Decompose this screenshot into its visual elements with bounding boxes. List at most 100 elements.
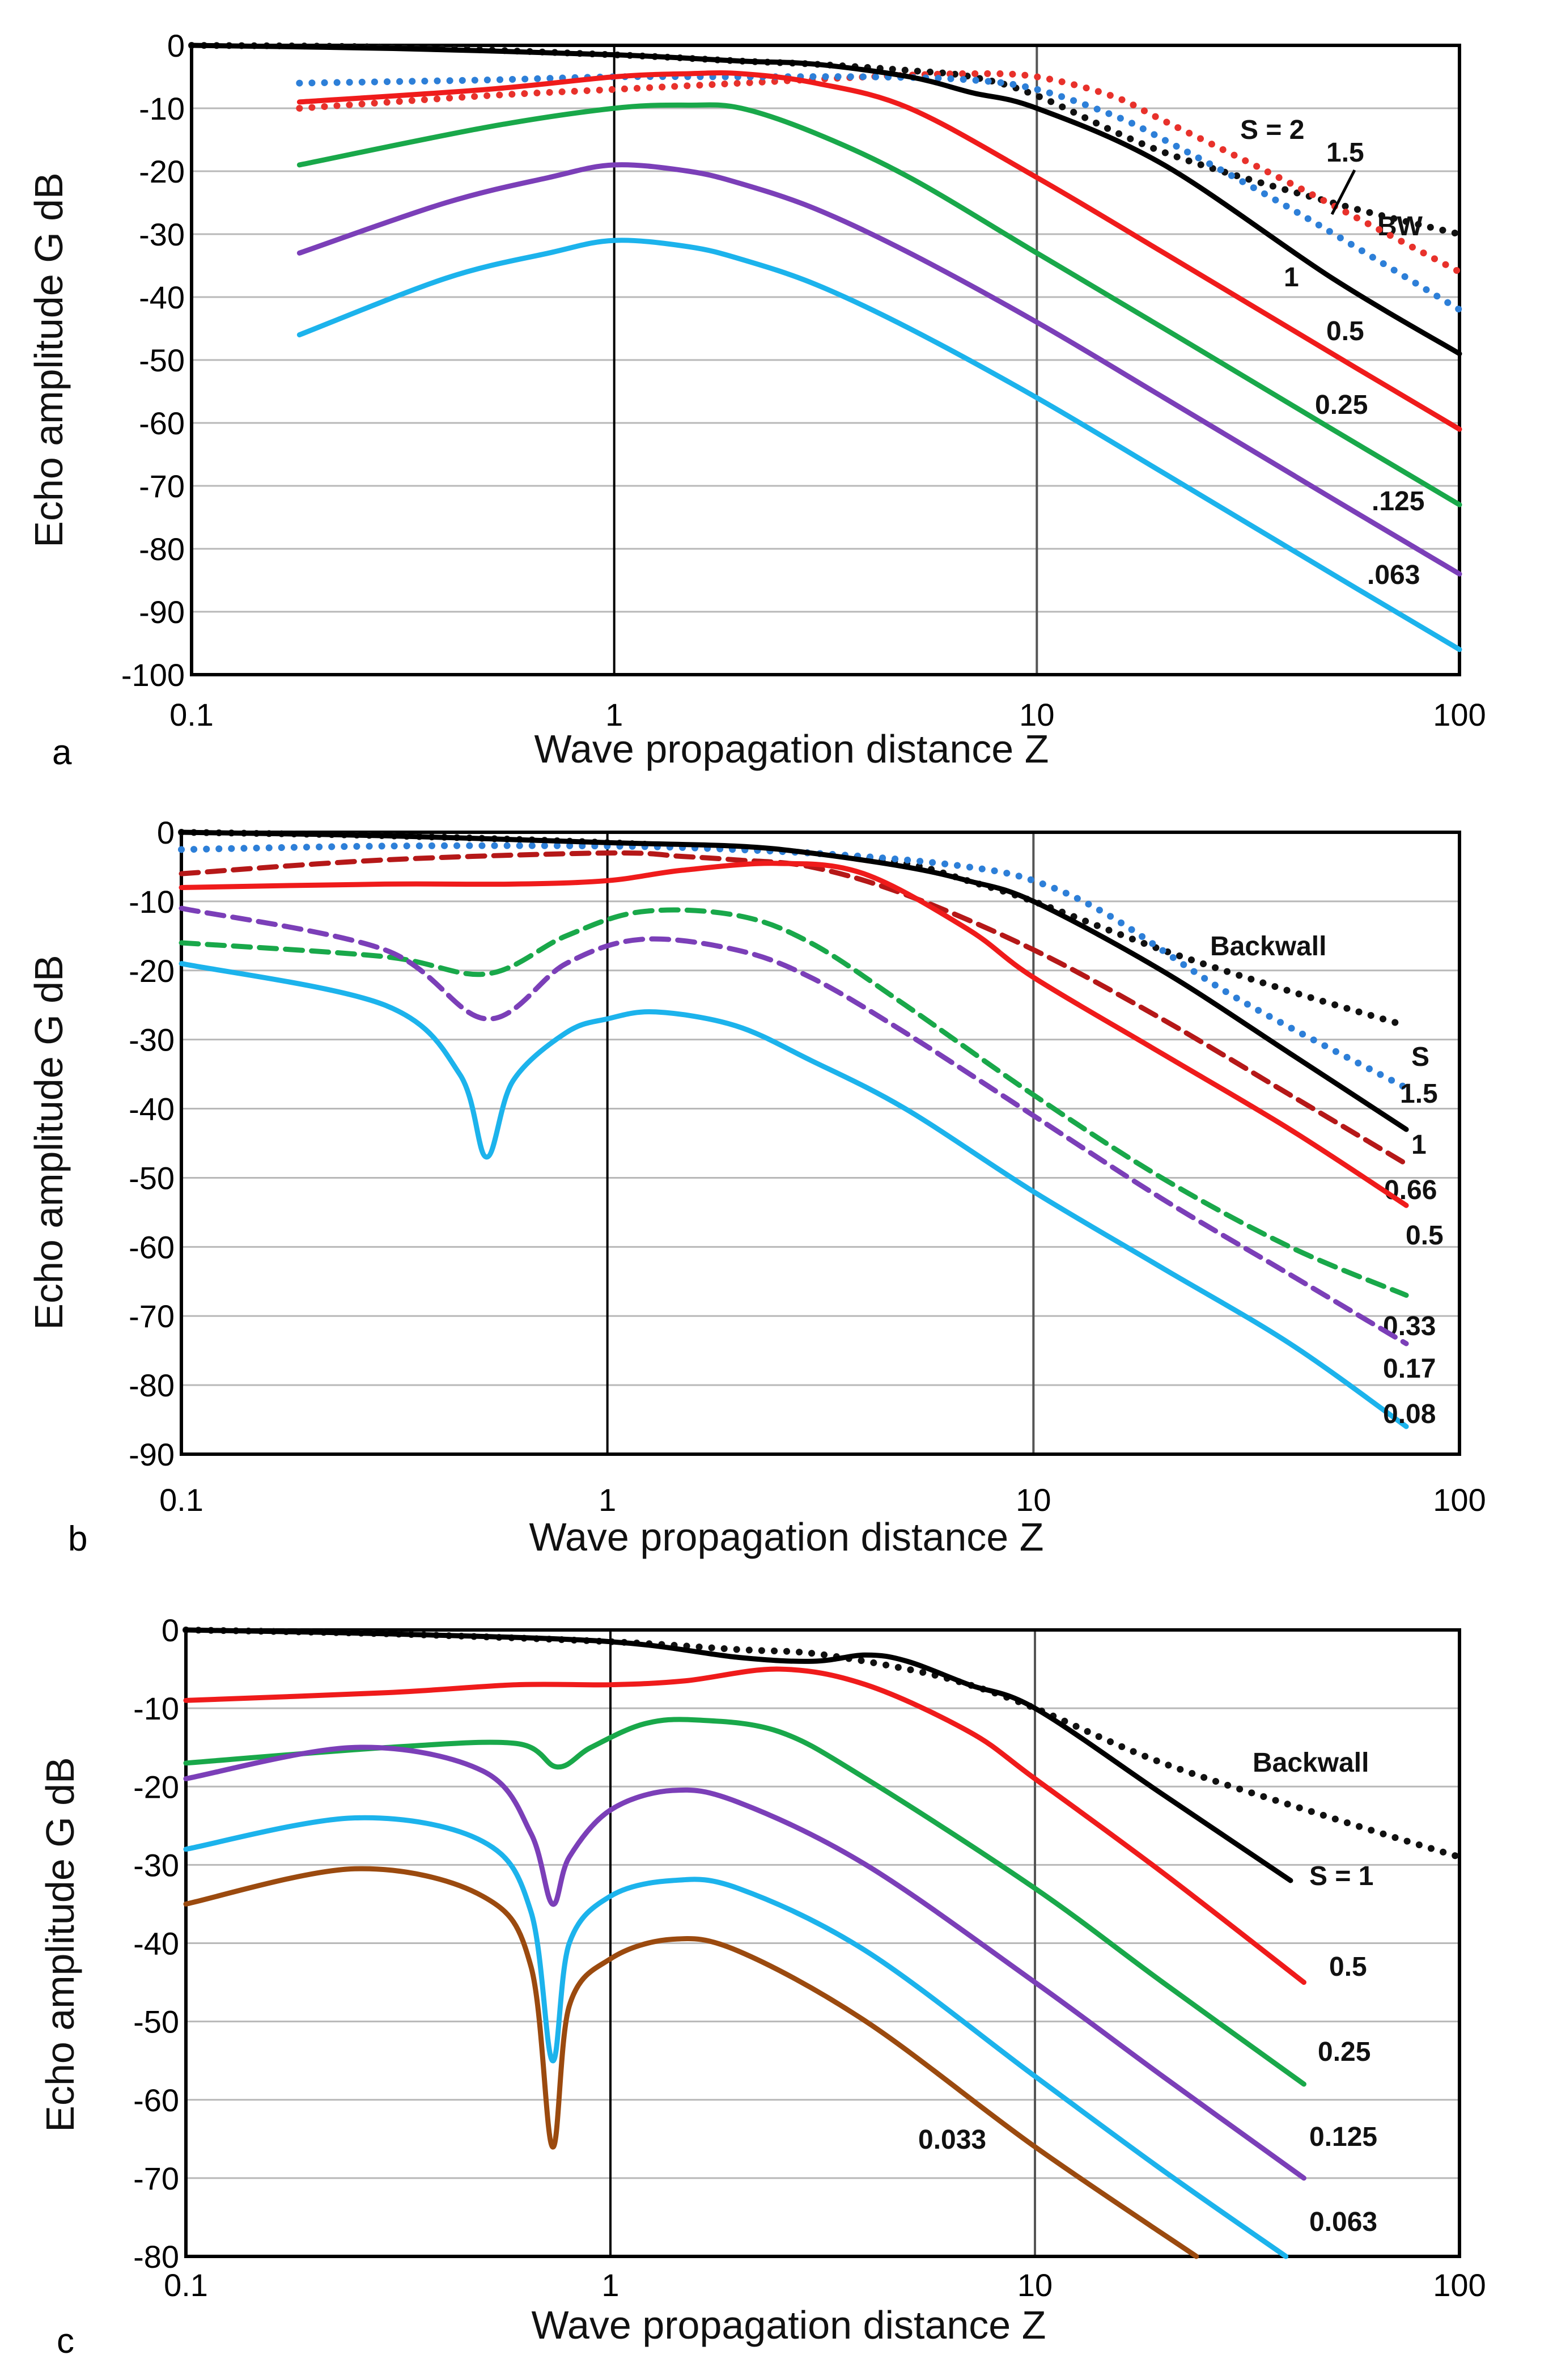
y-tick-label: -50 (129, 1160, 175, 1196)
y-tick-label: -100 (121, 657, 185, 693)
y-tick-label: -80 (133, 2239, 179, 2275)
series-label: Backwall (1253, 1748, 1369, 1778)
y-tick-label: -30 (129, 1022, 175, 1058)
series-title: S (1411, 1042, 1429, 1072)
series-label: 0.5 (1326, 316, 1364, 346)
x-tick-label: 1 (599, 1482, 616, 1518)
y-tick-label: -40 (139, 279, 185, 315)
y-tick-label: -60 (139, 405, 185, 441)
series-line-0-033 (183, 1866, 1199, 2259)
plot-frame (184, 1628, 1461, 2258)
series-line-0-66 (179, 850, 1409, 1167)
y-tick-label: -50 (139, 342, 185, 378)
series-line-0-08 (179, 961, 1409, 1429)
series-line--125 (296, 162, 1462, 577)
series-label: Backwall (1210, 931, 1326, 962)
series-line-S-1 (183, 1627, 1293, 1883)
x-tick-label: 10 (1019, 697, 1054, 732)
x-axis-label: Wave propagation distance Z (532, 2303, 1046, 2347)
y-axis-label: Echo amplitude G dB (38, 1757, 82, 2132)
y-tick-label: -70 (133, 2161, 179, 2196)
y-tick-label: -50 (133, 2004, 179, 2040)
y-tick-label: -80 (139, 531, 185, 567)
series-label: 0.17 (1383, 1354, 1436, 1384)
y-tick-label: -40 (133, 1926, 179, 1962)
y-tick-label: -10 (133, 1691, 179, 1726)
series-label: 0.66 (1384, 1175, 1437, 1205)
series-label: 0.063 (1309, 2207, 1377, 2237)
x-axis-label: Wave propagation distance Z (529, 1515, 1044, 1559)
series-label: .063 (1367, 560, 1420, 590)
y-tick-label: -40 (129, 1091, 175, 1127)
plot-frame (190, 44, 1461, 676)
x-tick-label: 0.1 (164, 2267, 208, 2303)
series-label: .125 (1372, 486, 1424, 516)
y-tick-label: -30 (133, 1847, 179, 1883)
x-tick-label: 100 (1433, 1482, 1486, 1518)
series-line-1-5 (296, 73, 1463, 314)
y-tick-label: -60 (129, 1229, 175, 1265)
series-label: 1 (1284, 262, 1299, 293)
series-label: 1.5 (1326, 138, 1364, 168)
series-label: BW (1377, 211, 1423, 242)
y-tick-label: -20 (129, 953, 175, 989)
series-label: 0.08 (1383, 1399, 1436, 1429)
series-line-0-5 (179, 861, 1409, 1208)
y-tick-label: 0 (162, 1612, 179, 1648)
series-label: 0.5 (1406, 1221, 1444, 1251)
y-tick-label: 0 (157, 815, 175, 850)
series-line-0-125 (183, 1744, 1306, 2181)
series-label: 0.125 (1309, 2122, 1377, 2152)
y-tick-label: -90 (139, 594, 185, 630)
series-label: 1.5 (1400, 1079, 1438, 1109)
x-tick-label: 10 (1016, 1482, 1051, 1518)
y-axis-label: Echo amplitude G dB (27, 955, 71, 1329)
series-line-0-25 (183, 1717, 1306, 2087)
y-axis-label: Echo amplitude G dB (27, 172, 71, 547)
y-tick-label: -10 (139, 91, 185, 126)
y-tick-label: -60 (133, 2082, 179, 2118)
y-tick-label: -10 (129, 884, 175, 920)
series-line-0-33 (179, 907, 1409, 1298)
plot-frame (180, 831, 1461, 1456)
x-axis-label: Wave propagation distance Z (534, 727, 1049, 771)
series-line-0-25 (296, 102, 1462, 507)
y-tick-label: -20 (133, 1769, 179, 1805)
panel-letter: b (68, 1519, 87, 1559)
series-line-1-5 (178, 842, 1410, 1091)
panel-letter: c (57, 2322, 74, 2361)
series-label: 0.25 (1315, 390, 1368, 420)
x-tick-label: 0.1 (159, 1482, 203, 1518)
series-line-1 (189, 43, 1462, 357)
series-line-0-5 (183, 1666, 1306, 1985)
series-label: 0.033 (918, 2125, 986, 2155)
series-line-1 (179, 829, 1409, 1132)
y-tick-label: -70 (129, 1298, 175, 1334)
x-tick-label: 100 (1433, 2267, 1486, 2303)
series-label: S = 1 (1309, 1861, 1373, 1891)
x-tick-label: 0.1 (169, 697, 214, 732)
y-tick-label: -90 (129, 1437, 175, 1472)
series-label: 0.25 (1318, 2037, 1370, 2067)
gridlines (186, 1629, 1459, 2258)
series-label: S = 2 (1240, 115, 1304, 145)
panel-b: 0 -10 -20 -30 -40 -50 -60 -70 -80 -90 0.1 1 10 100 Wav… (27, 815, 1486, 1559)
y-tick-label: -30 (139, 217, 185, 252)
series-line--063 (296, 238, 1462, 653)
x-tick-label: 10 (1017, 2267, 1053, 2303)
y-tick-label: -20 (139, 154, 185, 189)
pointer-line (1330, 169, 1356, 215)
x-tick-label: 100 (1433, 697, 1486, 732)
y-tick-label: -70 (139, 468, 185, 504)
gridlines (181, 831, 1459, 1455)
panel-letter: a (52, 733, 72, 772)
x-tick-label: 1 (605, 697, 623, 732)
series-label: 0.5 (1329, 1952, 1367, 1982)
series-line-0-17 (179, 905, 1409, 1346)
panel-c: 0 -10 -20 -30 -40 -50 -60 -70 -800.1 1 10 100 Wave p… (38, 1612, 1486, 2361)
series-line-S-2 (296, 70, 1463, 276)
x-tick-label: 1 (601, 2267, 619, 2303)
series-line-0-5 (296, 70, 1462, 432)
series-label: 1 (1411, 1130, 1427, 1160)
